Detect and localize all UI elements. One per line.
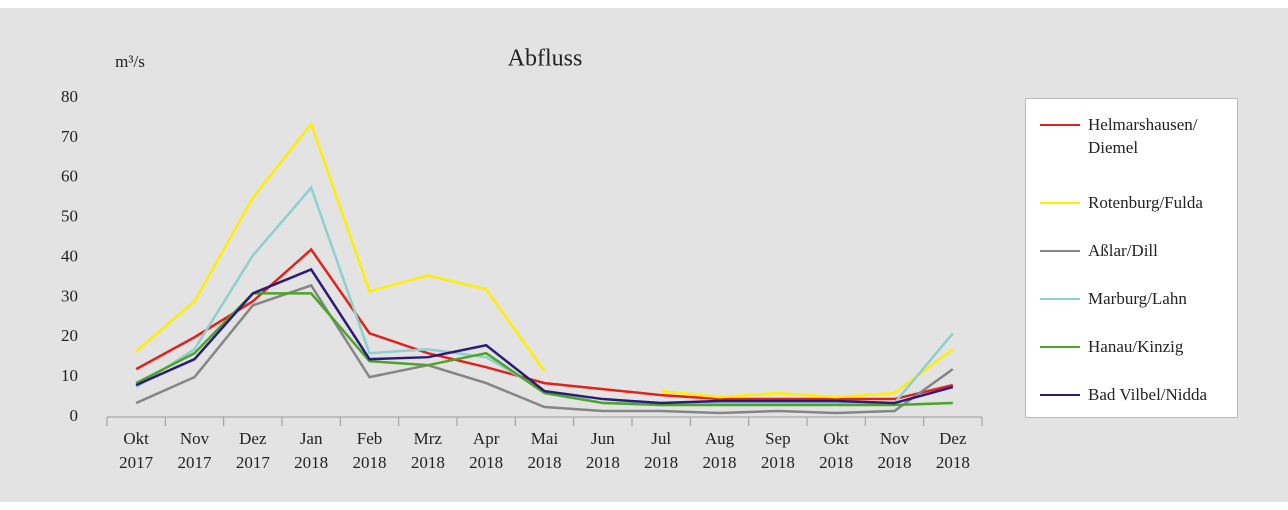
legend-label: Marburg/Lahn: [1088, 289, 1187, 308]
x-tick-label: Mai 2018: [527, 429, 562, 472]
legend-entry: Helmarshausen/ Diemel: [1040, 113, 1230, 159]
legend-swatch: [1040, 346, 1080, 348]
x-tick-label: Dez 2018: [935, 429, 970, 472]
legend-entry: Hanau/Kinzig: [1040, 335, 1230, 358]
legend-label: Aßlar/Dill: [1088, 241, 1158, 260]
legend-swatch: [1040, 394, 1080, 396]
x-tick-label: Nov 2017: [177, 429, 212, 472]
legend-label: Rotenburg/Fulda: [1088, 193, 1203, 212]
chart: Abfluss m³/s 0 10 20 30 40 50 60 70 80: [61, 46, 983, 426]
y-tick-label: 50: [61, 207, 78, 226]
y-tick-label: 20: [61, 326, 78, 345]
legend-swatch: [1040, 250, 1080, 252]
y-tick-label: 70: [61, 127, 78, 146]
x-tick-label: Jul 2018: [644, 429, 679, 472]
y-tick-label: 0: [70, 406, 79, 425]
legend-swatch: [1040, 202, 1080, 204]
x-tick-label: Okt 2017: [119, 429, 154, 472]
y-tick-label: 30: [61, 286, 78, 305]
series-line: [135, 292, 953, 407]
legend-entry: Rotenburg/Fulda: [1040, 191, 1230, 214]
x-tick-label: Jun 2018: [585, 429, 620, 472]
legend-label: Helmarshausen/ Diemel: [1088, 115, 1198, 157]
chart-area: Abfluss m³/s 0 10 20 30 40 50 60 70 80 Helmarsha…: [0, 8, 1288, 502]
x-tick-label: Aug 2018: [702, 429, 737, 472]
x-tick-label: Feb 2018: [352, 429, 387, 472]
x-tick-label: Nov 2018: [877, 429, 912, 472]
y-tick-label: 80: [61, 87, 78, 106]
legend-entry: Bad Vilbel/Nidda: [1040, 383, 1230, 406]
x-tick-label: Mrz 2018: [410, 429, 445, 472]
y-tick-label: 60: [61, 167, 78, 186]
series-line: [135, 283, 954, 415]
chart-title: Abfluss: [508, 46, 583, 72]
legend-entry: Aßlar/Dill: [1040, 239, 1230, 262]
series-line: [661, 348, 954, 399]
legend-swatch: [1040, 124, 1080, 126]
legend-swatch: [1040, 298, 1080, 300]
y-tick-label: 40: [61, 246, 78, 265]
y-tick-label: 10: [61, 366, 78, 385]
y-axis-label: m³/s: [115, 52, 145, 71]
series-line: [135, 267, 954, 405]
legend-label: Bad Vilbel/Nidda: [1088, 385, 1208, 404]
series-line: [135, 121, 546, 372]
x-tick-label: Apr 2018: [469, 429, 504, 472]
x-tick-label: Dez 2017: [235, 429, 270, 472]
legend-label: Hanau/Kinzig: [1088, 337, 1184, 356]
legend: Helmarshausen/ Diemel Rotenburg/Fulda Aßla…: [1025, 98, 1238, 418]
series-line: [135, 247, 954, 401]
x-tick-label: Jan 2018: [294, 429, 329, 472]
legend-entry: Marburg/Lahn: [1040, 287, 1230, 310]
x-tick-label: Okt 2018: [819, 429, 854, 472]
x-tick-label: Sep 2018: [760, 429, 795, 472]
